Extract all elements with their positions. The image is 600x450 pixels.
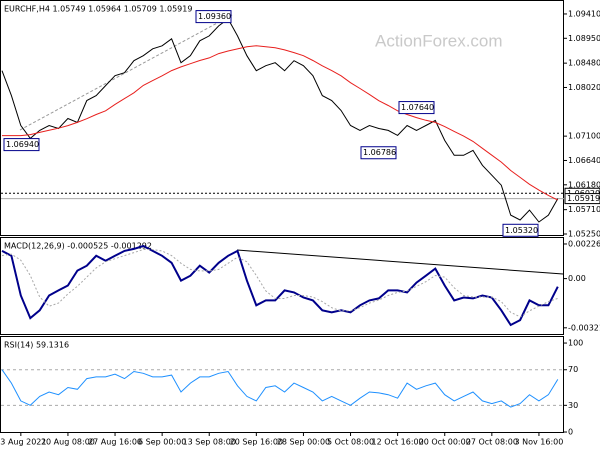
y-tick-label: 1.05250 [568,229,600,238]
annotation-box [502,223,539,237]
y-tick-label: 1.08020 [568,83,600,92]
annotation-label: 1.07640 [401,103,434,112]
annotation-box [360,146,397,160]
x-tick-label: 12 Oct 16:00 [372,438,424,447]
x-tick-label: 6 Sep 00:00 [138,438,186,447]
macd-trend-line [236,249,564,275]
y-tick-label: 100 [568,339,583,348]
annotation-box [195,10,232,24]
y-tick-label: 1.08480 [568,59,600,68]
y-tick-label: 1.07100 [568,132,600,141]
y-tick-label: 1.06180 [568,180,600,189]
series-line [1,18,559,223]
macd-panel [0,237,564,335]
price-panel [0,0,564,236]
annotation-box [398,101,435,115]
x-tick-label: 5 Oct 08:00 [327,438,374,447]
x-tick-label: 20 Aug 08:00 [41,438,95,447]
x-tick-label: 27 Oct 08:00 [466,438,518,447]
watermark: ActionForex.com [375,31,503,50]
y-tick-label: 1.09410 [568,9,600,18]
y-tick-label: 1.05710 [568,205,600,214]
annotation-box [3,138,40,152]
y-tick-label: 0.00226 [568,239,600,248]
y-tick-label: 0 [568,428,573,437]
annotation-label: 1.05320 [505,226,538,235]
y-tick-label: -0.003211 [568,323,600,332]
series-line [1,369,559,408]
x-tick-label: 3 Nov 16:00 [515,438,564,447]
trend-line [19,14,233,131]
price-label: 1.05919 [567,194,600,203]
x-tick-label: 27 Aug 16:00 [88,438,142,447]
panel-title: MACD(12,26,9) -0.000525 -0.001292 [4,242,152,251]
rsi-panel [0,336,564,433]
y-tick-label: 30 [568,401,578,410]
x-tick-label: 13 Aug 2021 [0,438,46,447]
annotation-label: 1.06940 [6,140,39,149]
annotation-label: 1.06786 [363,148,396,157]
y-tick-label: 0.00 [568,274,586,283]
x-tick-label: 20 Sep 16:00 [230,438,283,447]
panel-title: RSI(14) 59.1316 [4,341,69,350]
series-line [1,244,559,327]
panel-title: EURCHF,H4 1.05749 1.05964 1.05709 1.0591… [4,5,192,14]
price-box [564,193,600,205]
x-tick-label: 13 Sep 08:00 [183,438,236,447]
series-line [2,45,559,201]
series-line [1,249,558,318]
x-tick-label: 20 Oct 00:00 [419,438,471,447]
y-tick-label: 1.06640 [568,156,600,165]
x-tick-label: 28 Sep 00:00 [277,438,330,447]
y-tick-label: 1.08950 [568,34,600,43]
y-tick-label: 70 [568,365,578,374]
annotation-label: 1.09360 [198,12,231,21]
